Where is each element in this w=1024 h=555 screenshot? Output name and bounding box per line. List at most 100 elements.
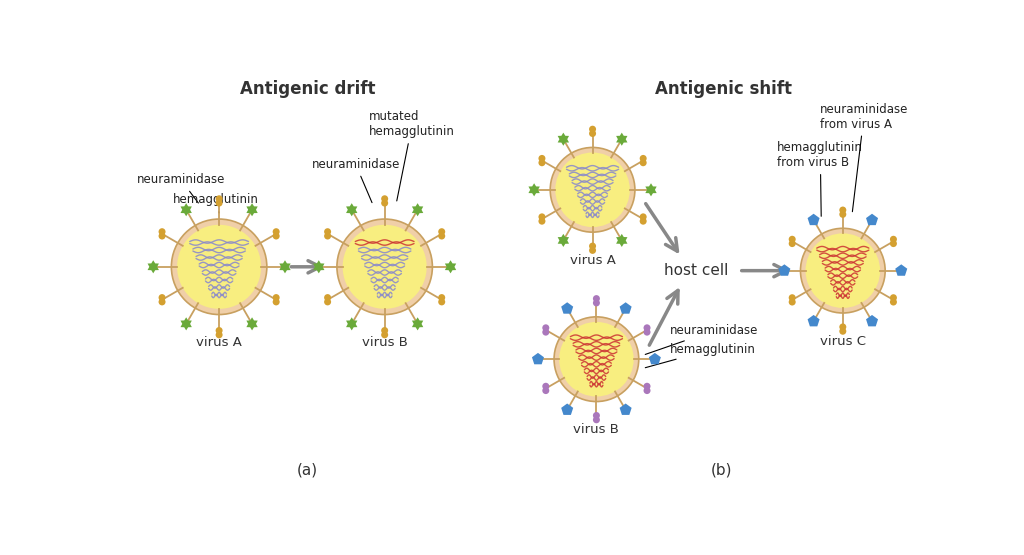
Text: neuraminidase: neuraminidase	[645, 324, 758, 355]
Circle shape	[177, 225, 261, 309]
Polygon shape	[528, 183, 540, 196]
Circle shape	[325, 294, 331, 301]
Circle shape	[840, 324, 846, 330]
Circle shape	[171, 219, 267, 315]
Circle shape	[381, 200, 388, 206]
Polygon shape	[346, 203, 357, 216]
Circle shape	[272, 228, 280, 235]
Circle shape	[643, 387, 650, 394]
Circle shape	[593, 299, 600, 306]
Circle shape	[438, 233, 445, 240]
Polygon shape	[531, 353, 544, 364]
Polygon shape	[280, 260, 291, 274]
Text: neuraminidase: neuraminidase	[137, 173, 225, 203]
Circle shape	[788, 294, 796, 301]
Circle shape	[272, 233, 280, 240]
Circle shape	[890, 294, 897, 301]
Circle shape	[325, 233, 331, 240]
Circle shape	[438, 299, 445, 305]
Polygon shape	[808, 214, 819, 225]
Circle shape	[337, 219, 432, 315]
Circle shape	[550, 148, 635, 232]
Text: (b): (b)	[712, 462, 732, 477]
Circle shape	[840, 328, 846, 335]
Polygon shape	[808, 315, 819, 326]
Circle shape	[216, 331, 222, 339]
Polygon shape	[313, 260, 325, 274]
Polygon shape	[247, 203, 258, 216]
Circle shape	[806, 234, 880, 308]
Polygon shape	[620, 403, 632, 415]
Text: Antigenic shift: Antigenic shift	[655, 80, 792, 98]
Circle shape	[438, 294, 445, 301]
Circle shape	[788, 236, 796, 243]
Text: neuraminidase: neuraminidase	[311, 158, 400, 203]
Circle shape	[159, 233, 166, 240]
Text: host cell: host cell	[665, 263, 729, 278]
Polygon shape	[147, 260, 159, 274]
Circle shape	[216, 200, 222, 206]
Polygon shape	[180, 317, 191, 330]
Circle shape	[343, 225, 427, 309]
Circle shape	[272, 294, 280, 301]
Circle shape	[840, 211, 846, 218]
Polygon shape	[866, 214, 878, 225]
Circle shape	[543, 383, 549, 390]
Circle shape	[539, 218, 546, 225]
Text: (a): (a)	[297, 462, 318, 477]
Circle shape	[438, 228, 445, 235]
Circle shape	[539, 159, 546, 166]
Polygon shape	[895, 264, 907, 276]
Circle shape	[890, 236, 897, 243]
Circle shape	[381, 331, 388, 339]
Circle shape	[543, 324, 549, 331]
Circle shape	[890, 299, 897, 306]
Text: mutated
hemagglutinin: mutated hemagglutinin	[370, 110, 455, 201]
Text: virus A: virus A	[569, 254, 615, 267]
Text: neuraminidase
from virus A: neuraminidase from virus A	[819, 103, 908, 211]
Circle shape	[159, 294, 166, 301]
Polygon shape	[558, 133, 569, 146]
Text: hemagglutinin: hemagglutinin	[173, 193, 259, 213]
Circle shape	[801, 228, 885, 313]
Circle shape	[643, 383, 650, 390]
Polygon shape	[346, 317, 357, 330]
Text: virus B: virus B	[361, 336, 408, 349]
Polygon shape	[180, 203, 191, 216]
Circle shape	[325, 228, 331, 235]
Circle shape	[539, 213, 546, 220]
Circle shape	[543, 329, 549, 336]
Circle shape	[788, 240, 796, 247]
Circle shape	[643, 329, 650, 336]
Polygon shape	[616, 133, 628, 146]
Polygon shape	[649, 353, 660, 364]
Circle shape	[589, 130, 596, 137]
Circle shape	[890, 240, 897, 247]
Circle shape	[593, 412, 600, 419]
Circle shape	[272, 299, 280, 305]
Circle shape	[159, 228, 166, 235]
Polygon shape	[778, 264, 791, 276]
Circle shape	[216, 327, 222, 334]
Circle shape	[216, 195, 222, 202]
Circle shape	[643, 324, 650, 331]
Polygon shape	[616, 234, 628, 247]
Circle shape	[589, 125, 596, 133]
Polygon shape	[247, 317, 258, 330]
Circle shape	[589, 247, 596, 254]
Text: Antigenic drift: Antigenic drift	[240, 80, 376, 98]
Circle shape	[381, 195, 388, 202]
Circle shape	[593, 295, 600, 302]
Circle shape	[788, 299, 796, 306]
Text: virus A: virus A	[197, 336, 242, 349]
Circle shape	[593, 416, 600, 423]
Circle shape	[640, 213, 647, 220]
Text: hemagglutinin: hemagglutinin	[645, 342, 756, 368]
Circle shape	[554, 317, 639, 402]
Polygon shape	[645, 183, 656, 196]
Circle shape	[555, 153, 630, 227]
Circle shape	[325, 299, 331, 305]
Circle shape	[640, 155, 647, 162]
Polygon shape	[412, 203, 423, 216]
Circle shape	[539, 155, 546, 162]
